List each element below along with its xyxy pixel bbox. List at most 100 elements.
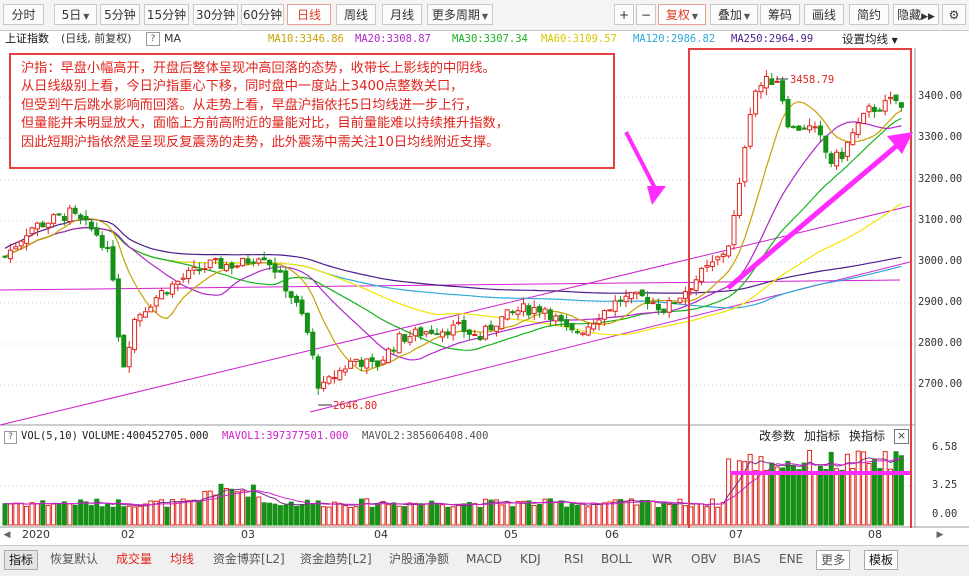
tab-template[interactable]: 模板 (864, 550, 899, 570)
overlay-button[interactable]: 叠加 ▼ (710, 4, 758, 25)
candle-body (839, 151, 845, 160)
candle-body (407, 336, 413, 343)
tab-ene[interactable]: ENE (779, 552, 804, 566)
edit-params-button[interactable]: 改参数 (759, 429, 796, 443)
candle-body (240, 257, 246, 267)
volume-bar (337, 502, 343, 526)
tab-kdj[interactable]: KDJ (520, 552, 541, 566)
candle-body (817, 125, 823, 136)
tab-indicator[interactable]: 指标 (4, 550, 39, 570)
annotation-line: 但受到午后跳水影响而回落。从走势上看，早盘沪指依托5日均线进一步上行， (21, 97, 478, 113)
chips-button[interactable]: 筹码 (760, 4, 800, 25)
tab-capital-game[interactable]: 资金博弈[L2] (213, 552, 285, 566)
add-indicator-button[interactable]: 加指标 (804, 429, 841, 443)
candle-body (569, 323, 575, 331)
volume-bar (304, 499, 310, 526)
tab-30min[interactable]: 30分钟 (193, 4, 238, 25)
volume-bar (196, 501, 202, 526)
tab-rsi[interactable]: RSI (564, 552, 584, 566)
volume-bar (817, 465, 823, 526)
candle-body (488, 324, 494, 330)
tab-boll[interactable]: BOLL (601, 552, 632, 566)
candle-body (709, 261, 715, 268)
tab-volume[interactable]: 成交量 (116, 552, 153, 566)
candle-body (666, 300, 672, 313)
candle-body (785, 98, 791, 128)
scroll-left-icon[interactable]: ◀ (3, 530, 11, 540)
tab-daily[interactable]: 日线 (287, 4, 331, 25)
draw-line-button[interactable]: 画线 (804, 4, 844, 25)
zoom-out-button[interactable]: − (636, 4, 656, 25)
volume-bar (7, 503, 13, 526)
tab-weekly[interactable]: 周线 (336, 4, 376, 25)
candle-body (299, 299, 305, 315)
tab-bias[interactable]: BIAS (733, 552, 761, 566)
volume-bar (661, 503, 667, 526)
volume-bar (72, 504, 78, 526)
candle-body (364, 358, 370, 369)
kline-chart[interactable]: 3458.79 2646.80 (0, 48, 969, 528)
annotation-line: 因此短期沪指依然是呈现反复震荡的走势，此外震荡中需关注10日均线附近支撑。 (21, 134, 500, 150)
volume-value: VOLUME:400452705.000 (82, 430, 209, 442)
volume-bar (272, 503, 278, 526)
tab-restore-default[interactable]: 恢复默认 (50, 552, 99, 566)
hide-button[interactable]: 隐藏▶▶ (893, 4, 939, 25)
chevron-down-icon: ▼ (891, 36, 898, 45)
gear-icon: ⚙ (948, 8, 960, 22)
tab-obv[interactable]: OBV (691, 552, 717, 566)
volume-bar (245, 496, 251, 526)
arrowhead-up-icon (887, 132, 913, 154)
volume-bar (61, 501, 67, 526)
settings-button[interactable]: ⚙ (942, 4, 966, 25)
tab-ma[interactable]: 均线 (170, 552, 195, 566)
volume-bar (375, 503, 381, 526)
tab-5min[interactable]: 5分钟 (100, 4, 140, 25)
volume-bar (45, 504, 51, 526)
candle-body (337, 370, 343, 381)
adjust-price-button[interactable]: 复权 ▼ (658, 4, 706, 25)
volume-bar (828, 451, 834, 526)
volume-bar (159, 499, 165, 526)
zoom-in-button[interactable]: + (614, 4, 634, 25)
volume-bar (677, 498, 683, 526)
scroll-right-icon[interactable]: ▶ (936, 530, 944, 540)
candle-body (855, 122, 861, 136)
volume-bars (2, 450, 904, 526)
close-icon[interactable]: × (894, 429, 909, 444)
tab-intraday[interactable]: 分时 (3, 4, 44, 25)
candle-body (763, 75, 769, 89)
tab-5day[interactable]: 5日 ▼ (54, 4, 97, 25)
high-marker-label: 3458.79 (790, 74, 834, 86)
help-icon[interactable]: ? (4, 431, 17, 444)
price-tick: 3200.00 (918, 173, 963, 185)
volume-bar (391, 502, 397, 526)
tab-wr[interactable]: WR (652, 552, 673, 566)
tab-monthly[interactable]: 月线 (382, 4, 422, 25)
candle-body (342, 368, 348, 373)
volume-bar (634, 504, 640, 526)
volume-bar (585, 506, 591, 526)
tab-60min[interactable]: 60分钟 (241, 4, 284, 25)
candle-body (456, 321, 462, 325)
tab-15min[interactable]: 15分钟 (144, 4, 189, 25)
tab-northbound-net[interactable]: 沪股通净额 (389, 552, 450, 566)
candle-body (574, 331, 580, 334)
tab-more[interactable]: 更多 (816, 550, 851, 570)
tab-more-periods[interactable]: 更多周期 ▼ (427, 4, 493, 25)
ma-settings-button[interactable]: 设置均线 ▼ (842, 32, 898, 46)
tab-capital-trend[interactable]: 资金趋势[L2] (300, 552, 372, 566)
volume-bar (898, 455, 904, 526)
volume-bar (99, 506, 105, 526)
help-icon[interactable]: ? (146, 32, 160, 46)
volume-bar (439, 504, 445, 526)
candle-body (218, 258, 224, 269)
ma250-line (4, 218, 902, 294)
candle-body (520, 303, 526, 313)
candle-body (40, 222, 46, 228)
volume-bar (855, 450, 861, 526)
tab-macd[interactable]: MACD (466, 552, 502, 566)
volume-bar (164, 506, 170, 526)
simple-mode-button[interactable]: 简约 (849, 4, 889, 25)
switch-indicator-button[interactable]: 换指标 (849, 429, 886, 443)
volume-bar (520, 500, 526, 526)
